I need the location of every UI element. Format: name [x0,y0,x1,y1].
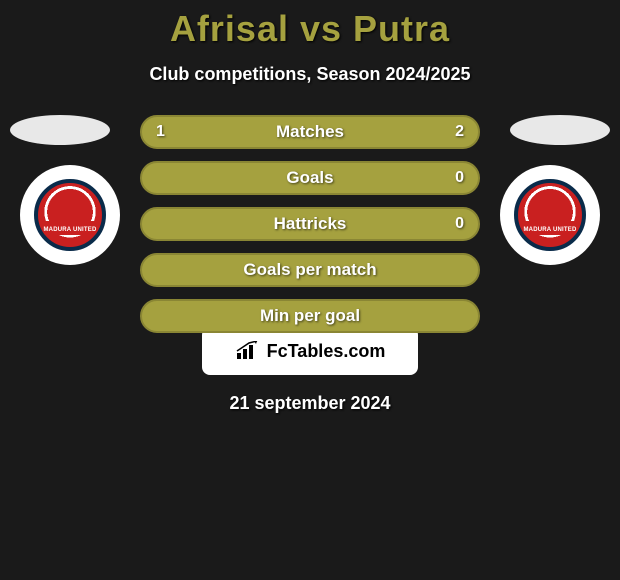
stat-row-hattricks: Hattricks 0 [140,207,480,241]
stat-row-min-per-goal: Min per goal [140,299,480,333]
stat-label: Min per goal [260,306,360,326]
stat-value-right: 0 [455,215,464,233]
player-photo-left [10,115,110,145]
subtitle: Club competitions, Season 2024/2025 [0,64,620,85]
stat-value-left: 1 [156,123,165,141]
club-logo-icon: MADURA UNITED [514,179,586,251]
date-label: 21 september 2024 [0,393,620,414]
stat-label: Hattricks [274,214,347,234]
bar-chart-icon [235,341,261,361]
stat-value-right: 0 [455,169,464,187]
stat-value-right: 2 [455,123,464,141]
page-title: Afrisal vs Putra [0,0,620,50]
stat-label: Matches [276,122,344,142]
stat-label: Goals per match [243,260,376,280]
player-photo-right [510,115,610,145]
club-name-right: MADURA UNITED [518,227,582,233]
stat-row-goals-per-match: Goals per match [140,253,480,287]
stat-row-matches: 1 Matches 2 [140,115,480,149]
club-badge-right: MADURA UNITED [500,165,600,265]
club-badge-left: MADURA UNITED [20,165,120,265]
stat-label: Goals [286,168,333,188]
stats-list: 1 Matches 2 Goals 0 Hattricks 0 Goals pe… [140,115,480,345]
club-logo-icon: MADURA UNITED [34,179,106,251]
stat-row-goals: Goals 0 [140,161,480,195]
club-name-left: MADURA UNITED [38,227,102,233]
